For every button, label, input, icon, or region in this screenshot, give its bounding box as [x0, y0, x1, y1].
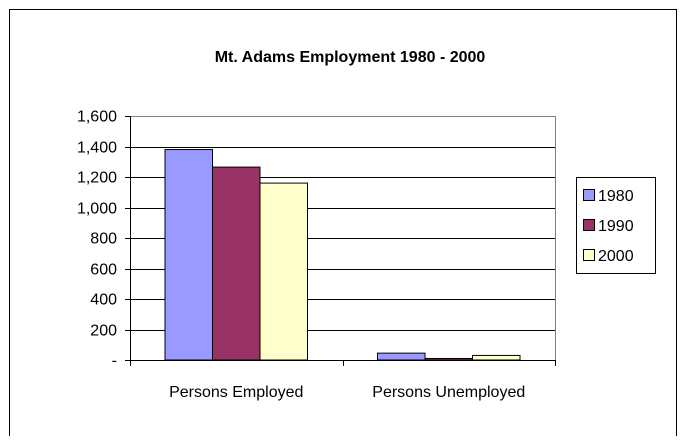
y-tick-label: 1,600 — [77, 109, 117, 126]
y-tick-label: 600 — [90, 262, 117, 279]
y-axis-tick-labels: - 200 400 600 800 1,000 1,200 1,400 1,600 — [77, 109, 117, 370]
legend-label-2000: 2000 — [598, 248, 634, 265]
legend-label-1990: 1990 — [598, 218, 634, 235]
legend-swatch-1980 — [583, 189, 595, 201]
bar-2000-0 — [259, 182, 308, 361]
y-tick-label: 400 — [90, 292, 117, 309]
y-tick-label: 800 — [90, 231, 117, 248]
y-tick-label: 1,400 — [77, 140, 117, 157]
bar-1980-1 — [377, 352, 426, 361]
bar-2000-1 — [472, 354, 521, 361]
x-axis-category-labels: Persons Employed Persons Unemployed — [169, 384, 525, 401]
bar-1990-0 — [212, 166, 261, 361]
chart-outer-border — [9, 9, 677, 440]
y-tick-label: 200 — [90, 323, 117, 340]
bar-1980-0 — [164, 149, 213, 361]
y-tick-label: 1,200 — [77, 170, 117, 187]
chart-title: Mt. Adams Employment 1980 - 2000 — [215, 49, 486, 66]
y-tick-label: - — [112, 353, 117, 370]
legend-swatch-2000 — [583, 249, 595, 261]
legend: 1980 1990 2000 — [576, 177, 656, 274]
x-category-label: Persons Unemployed — [372, 384, 525, 401]
x-category-label: Persons Employed — [169, 384, 303, 401]
bar-1990-1 — [424, 357, 473, 361]
y-tick-label: 1,000 — [77, 201, 117, 218]
legend-swatch-1990 — [583, 219, 595, 231]
legend-label-1980: 1980 — [598, 188, 634, 205]
axes — [125, 116, 556, 366]
